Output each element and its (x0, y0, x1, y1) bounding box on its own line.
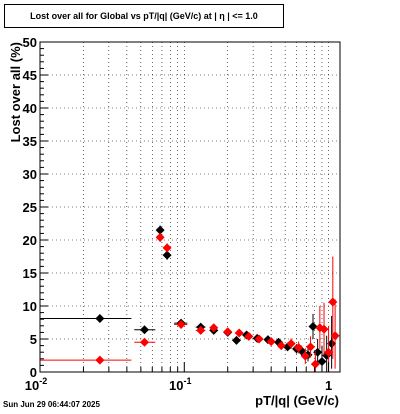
data-point (294, 343, 304, 353)
data-point (234, 328, 244, 338)
data-point (276, 341, 286, 351)
series-0 (40, 225, 337, 372)
y-tick-label: 45 (23, 68, 37, 83)
data-point (140, 325, 150, 335)
y-tick-label: 50 (23, 35, 37, 50)
x-axis-label: pT/|q| (GeV/c) (255, 393, 339, 408)
data-series (40, 225, 340, 372)
data-point (317, 356, 327, 366)
series-1 (40, 232, 340, 372)
y-tick-label: 0 (30, 365, 37, 380)
data-point (328, 297, 338, 307)
axes: 0 5 10 15 20 25 30 35 40 45 50 10-2 10-1 1 (23, 35, 333, 393)
y-tick-label: 25 (23, 200, 37, 215)
y-tick-label: 10 (23, 299, 37, 314)
timestamp: Sun Jun 29 06:44:07 2025 (3, 400, 100, 409)
x-tick-label: 10-2 (25, 376, 47, 393)
y-tick-label: 35 (23, 134, 37, 149)
data-point (324, 347, 334, 357)
data-point (308, 321, 318, 331)
data-point (300, 351, 310, 361)
x-tick-label: 10-1 (169, 376, 191, 393)
y-tick-label: 40 (23, 101, 37, 116)
y-tick-label: 30 (23, 167, 37, 182)
data-point (286, 339, 296, 349)
data-point (266, 337, 276, 347)
data-point (140, 337, 150, 347)
data-point (327, 339, 337, 349)
data-point (254, 334, 264, 344)
data-point (231, 335, 241, 345)
y-tick-label: 15 (23, 266, 37, 281)
data-point (306, 342, 316, 352)
data-point (244, 331, 254, 341)
data-point (319, 324, 329, 334)
data-point (209, 323, 219, 333)
data-point (155, 232, 165, 242)
grid-lines (40, 42, 340, 372)
data-point (155, 225, 165, 235)
y-tick-label: 20 (23, 233, 37, 248)
data-point (313, 347, 323, 357)
chart-title: Lost over all for Global vs pT/|q| (GeV/… (4, 4, 284, 28)
data-point (95, 355, 105, 365)
data-point (162, 243, 172, 253)
x-tick-label: 1 (325, 378, 332, 393)
data-point (162, 250, 172, 260)
data-point (223, 327, 233, 337)
y-tick-label: 5 (30, 332, 37, 347)
data-point (196, 325, 206, 335)
y-axis-label: Lost over all (%) (8, 42, 23, 142)
data-point (330, 331, 340, 341)
data-point (95, 314, 105, 324)
data-point (310, 359, 320, 369)
data-point (176, 319, 186, 329)
